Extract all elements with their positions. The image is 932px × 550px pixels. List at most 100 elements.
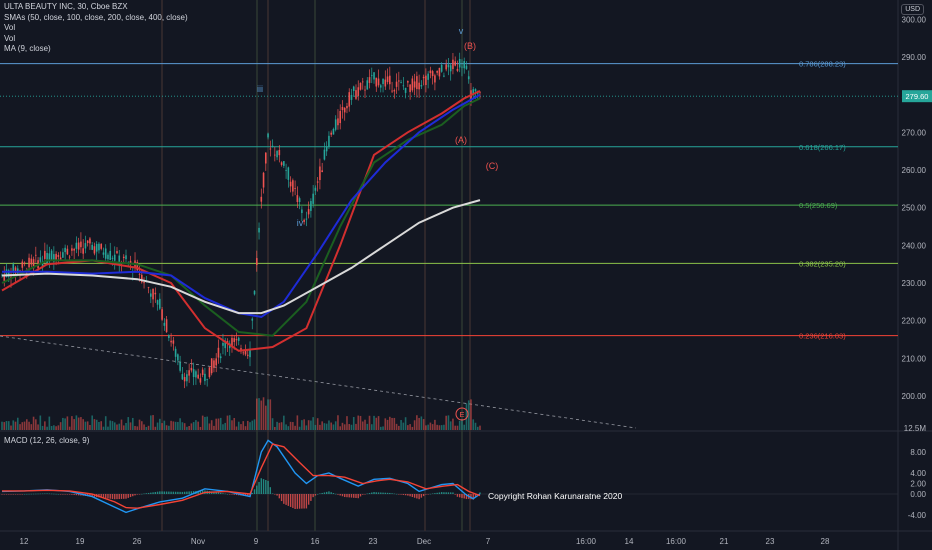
time-tick-label: 14 xyxy=(625,537,634,546)
macd-histogram-bar xyxy=(161,491,163,494)
wave-label: (B) xyxy=(464,41,476,51)
volume-bar xyxy=(77,417,80,430)
macd-histogram-bar xyxy=(364,494,366,495)
volume-bar xyxy=(274,426,276,430)
macd-histogram-bar xyxy=(280,494,283,502)
macd-histogram-bar xyxy=(470,494,472,500)
candle-body xyxy=(350,95,353,100)
candle-body xyxy=(280,162,283,165)
macd-histogram-bar xyxy=(28,493,30,495)
volume-bar xyxy=(393,417,396,430)
volume-bar xyxy=(163,420,166,430)
macd-histogram-bar xyxy=(344,494,346,498)
macd-histogram-bar xyxy=(8,494,10,495)
candle-body xyxy=(404,87,407,93)
sma-line[interactable] xyxy=(1,89,481,352)
macd-legend[interactable]: MACD (12, 26, close, 9) xyxy=(4,436,90,445)
macd-histogram-bar xyxy=(411,494,414,498)
macd-histogram-bar xyxy=(14,494,17,495)
volume-bar xyxy=(285,424,287,430)
candle-body xyxy=(80,241,82,248)
volume-bar xyxy=(107,426,109,430)
volume-bar xyxy=(301,420,303,430)
candle-body xyxy=(361,81,364,83)
macd-histogram-bar xyxy=(362,494,364,495)
macd-histogram-bar xyxy=(10,494,12,495)
macd-histogram-bar xyxy=(226,494,229,495)
candle-body xyxy=(102,252,105,255)
sma-line[interactable] xyxy=(2,93,481,318)
volume-bar xyxy=(434,419,436,430)
candle-body xyxy=(321,170,323,173)
volume-bar xyxy=(30,424,33,430)
macd-line[interactable] xyxy=(1,439,481,514)
macd-histogram-bar xyxy=(459,494,461,498)
candle-body xyxy=(237,337,240,341)
volume-bar xyxy=(73,419,75,430)
ma-legend[interactable]: MA (9, close) xyxy=(4,44,51,53)
volume-bar xyxy=(177,421,179,430)
volume-bar xyxy=(427,424,429,430)
candle-body xyxy=(46,252,48,264)
currency-badge[interactable]: USD xyxy=(901,4,924,15)
macd-histogram-bar xyxy=(136,494,138,495)
macd-histogram-bar xyxy=(382,492,384,494)
candle-body xyxy=(348,92,351,107)
macd-histogram-bar xyxy=(145,493,148,494)
current-price-badge[interactable] xyxy=(902,90,932,103)
candle-body xyxy=(181,374,184,380)
sma-line[interactable] xyxy=(1,97,481,337)
volume-bar xyxy=(150,415,152,430)
macd-histogram-bar xyxy=(438,492,441,494)
vol-legend-2[interactable]: Vol xyxy=(4,33,16,43)
sma-line[interactable] xyxy=(1,199,481,315)
candle-body xyxy=(156,300,159,305)
earnings-marker[interactable] xyxy=(455,407,469,421)
macd-histogram-bar xyxy=(334,493,337,495)
macd-histogram-bar xyxy=(35,493,37,495)
time-tick-label: 7 xyxy=(486,537,491,546)
candle-body xyxy=(183,377,186,382)
fib-level-label: 0.786(288.23) xyxy=(799,60,846,69)
vol-legend-1[interactable]: Vol xyxy=(4,23,16,32)
volume-bar xyxy=(1,421,3,430)
symbol-title[interactable]: ULTA BEAUTY INC, 30, Cboe BZX xyxy=(4,2,128,11)
volume-bar xyxy=(409,424,411,430)
volume-bar xyxy=(461,419,463,430)
candle-body xyxy=(210,358,213,374)
volume-bar xyxy=(305,425,308,430)
trend-line[interactable] xyxy=(0,335,637,429)
candle-body xyxy=(122,256,125,259)
candle-body xyxy=(386,76,389,83)
signal-line[interactable] xyxy=(2,443,481,509)
candle-body xyxy=(341,106,344,111)
macd-histogram-bar xyxy=(132,494,134,497)
macd-histogram-bar xyxy=(165,491,168,494)
candle-body xyxy=(465,65,468,69)
time-tick-label: 26 xyxy=(133,537,142,546)
candle-body xyxy=(443,75,445,77)
volume-bar xyxy=(292,422,294,430)
macd-histogram-bar xyxy=(12,494,14,495)
macd-tick-label: -4.00 xyxy=(908,511,927,520)
macd-histogram-bar xyxy=(152,492,154,494)
macd-histogram-bar xyxy=(472,494,474,500)
volume-bar xyxy=(210,420,213,430)
macd-histogram-bar xyxy=(39,493,42,495)
macd-histogram-bar xyxy=(179,491,181,494)
macd-histogram-bar xyxy=(274,494,276,495)
sma-legend[interactable]: SMAs (50, close, 100, close, 200, close,… xyxy=(4,12,188,22)
macd-histogram-bar xyxy=(37,493,39,495)
macd-histogram-bar xyxy=(77,494,80,496)
macd-histogram-bar xyxy=(305,494,308,509)
candle-body xyxy=(91,244,93,250)
volume-bar xyxy=(341,422,344,430)
macd-histogram-bar xyxy=(73,494,75,495)
candle-body xyxy=(41,261,44,267)
macd-histogram-bar xyxy=(147,492,150,494)
candle-body xyxy=(213,360,215,368)
volume-bar xyxy=(359,415,362,430)
macd-histogram-bar xyxy=(62,494,64,495)
volume-bar xyxy=(118,423,121,430)
